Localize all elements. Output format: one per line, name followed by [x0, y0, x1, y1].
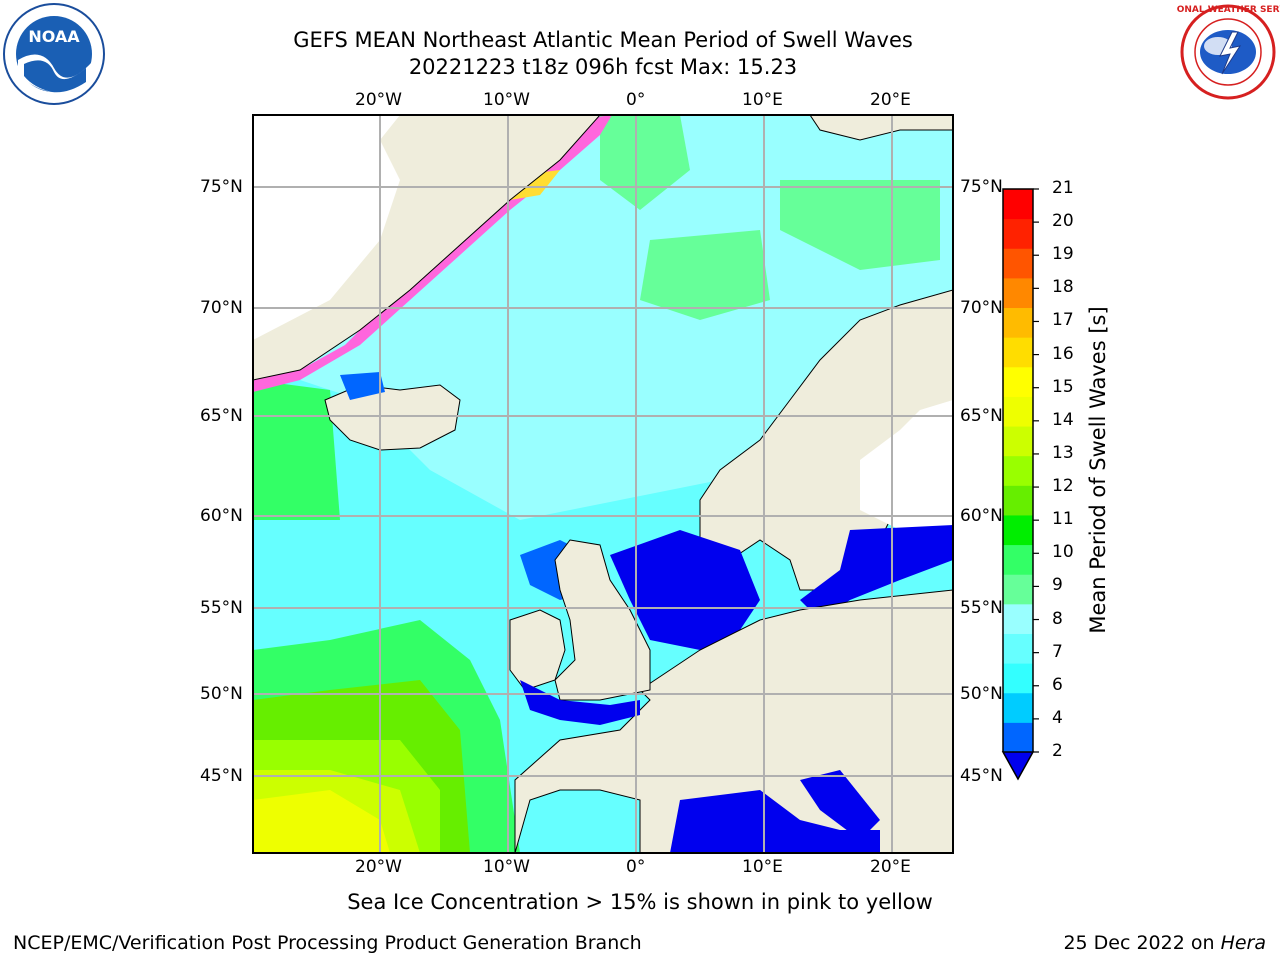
colorbar-tick-label: 12	[1052, 476, 1074, 497]
noaa-logo-text: NOAA	[28, 27, 80, 46]
lat-label-right: 60°N	[960, 506, 1003, 526]
colorbar-tick-label: 15	[1052, 376, 1074, 397]
swell-9-10-patch	[780, 180, 940, 270]
colorbar	[1001, 188, 1039, 781]
baltic-swell-low	[800, 525, 953, 620]
colorbar-segment	[1003, 514, 1033, 546]
swell-2-4-patch	[340, 372, 385, 400]
lat-label-right: 50°N	[960, 684, 1003, 704]
colorbar-tick-label: 18	[1052, 277, 1074, 298]
footer-date: 25 Dec 2022 on Hera	[1063, 932, 1266, 954]
iceland-land	[324, 384, 461, 451]
colorbar-tick-label: 4	[1052, 707, 1063, 728]
nws-logo-text: NATIONAL WEATHER SERVICE	[1176, 5, 1280, 15]
lon-label-bottom: 20°E	[870, 857, 911, 877]
lon-label-bottom: 10°W	[483, 857, 530, 877]
ireland-land	[509, 609, 566, 691]
footer-date-text: 25 Dec 2022 on	[1063, 932, 1221, 954]
colorbar-segment	[1003, 633, 1033, 664]
svalbard-land	[809, 115, 953, 141]
colorbar-tick-label: 2	[1052, 741, 1063, 761]
lat-label-left: 65°N	[200, 406, 243, 426]
sea-ice-caption: Sea Ice Concentration > 15% is shown in …	[347, 890, 933, 914]
lat-label-left: 60°N	[200, 506, 243, 526]
chart-subtitle: 20221223 t18z 096h fcst Max: 15.23	[408, 55, 798, 79]
graticule	[253, 115, 953, 853]
colorbar-segment	[1003, 574, 1033, 605]
lon-label-top: 10°W	[483, 90, 530, 110]
colorbar-segment	[1003, 307, 1033, 338]
colorbar-tick-label: 8	[1052, 608, 1063, 629]
colorbar-segment	[1003, 544, 1033, 575]
nws-logo: NATIONAL WEATHER SERVICE	[1153, 2, 1280, 106]
lat-label-left: 70°N	[200, 298, 243, 318]
gulf-of-bothnia-ice	[860, 400, 953, 530]
lat-label-right: 65°N	[960, 406, 1003, 426]
lat-label-right: 75°N	[960, 177, 1003, 197]
colorbar-tick-label: 9	[1052, 575, 1063, 596]
colorbar-tick-label: 13	[1052, 442, 1074, 463]
colorbar-tick-label: 21	[1052, 178, 1074, 198]
lon-label-top: 10°E	[742, 90, 783, 110]
colorbar-segment	[1003, 663, 1033, 694]
colorbar-tick-label: 17	[1052, 310, 1074, 331]
colorbar-under-extend	[1001, 751, 1035, 781]
colorbar-segment	[1003, 248, 1033, 279]
great-britain-land	[554, 539, 651, 701]
lon-label-bottom: 10°E	[742, 857, 783, 877]
lon-label-top: 20°W	[355, 90, 402, 110]
mediterranean-swell-low	[670, 790, 880, 853]
colorbar-tick-label: 16	[1052, 343, 1074, 364]
lat-label-left: 55°N	[200, 598, 243, 618]
map-plot-area	[253, 115, 953, 853]
lon-label-bottom: 0°	[626, 857, 646, 877]
colorbar-segment	[1003, 603, 1033, 634]
chart-title: GEFS MEAN Northeast Atlantic Mean Period…	[293, 28, 913, 52]
lat-label-left: 75°N	[200, 177, 243, 197]
colorbar-tick-label: 14	[1052, 409, 1074, 430]
colorbar-segment	[1003, 366, 1033, 397]
swell-14-15-patch	[253, 790, 390, 853]
swell-9-10-patch	[640, 230, 770, 320]
colorbar-segment	[1003, 455, 1033, 486]
noaa-logo: NOAA	[2, 2, 106, 106]
colorbar-segment	[1003, 426, 1033, 457]
lat-label-right: 55°N	[960, 598, 1003, 618]
lon-label-bottom: 20°W	[355, 857, 402, 877]
colorbar-tick-label: 10	[1052, 542, 1074, 563]
map-frame	[252, 114, 954, 854]
footer-host: Hera	[1220, 932, 1266, 954]
adriatic-swell-low	[800, 770, 880, 840]
colorbar-segment	[1003, 485, 1033, 516]
colorbar-frame	[1002, 188, 1034, 752]
lon-label-top: 0°	[626, 90, 646, 110]
colorbar-tick-label: 19	[1052, 244, 1074, 265]
north-sea-swell-low	[610, 530, 760, 650]
colorbar-segment	[1003, 189, 1033, 220]
colorbar-segment	[1003, 396, 1033, 427]
greenland-ice-sheet	[253, 115, 400, 340]
lat-label-right: 70°N	[960, 298, 1003, 318]
lat-label-left: 45°N	[200, 766, 243, 786]
colorbar-tick-label: 11	[1052, 509, 1074, 530]
footer-credit: NCEP/EMC/Verification Post Processing Pr…	[13, 932, 642, 954]
lat-label-left: 50°N	[200, 684, 243, 704]
lon-label-top: 20°E	[870, 90, 911, 110]
colorbar-segment	[1003, 692, 1033, 723]
colorbar-label: Mean Period of Swell Waves [s]	[1086, 306, 1110, 634]
lat-label-right: 45°N	[960, 766, 1003, 786]
colorbar-tick-label: 20	[1052, 211, 1074, 232]
colorbar-segment	[1003, 218, 1033, 249]
colorbar-segment	[1003, 337, 1033, 368]
colorbar-tick-label: 7	[1052, 641, 1063, 662]
colorbar-tick-label: 6	[1052, 674, 1063, 695]
colorbar-segment	[1003, 277, 1033, 309]
channel-swell-low	[520, 680, 640, 725]
colorbar-segment	[1003, 722, 1033, 753]
